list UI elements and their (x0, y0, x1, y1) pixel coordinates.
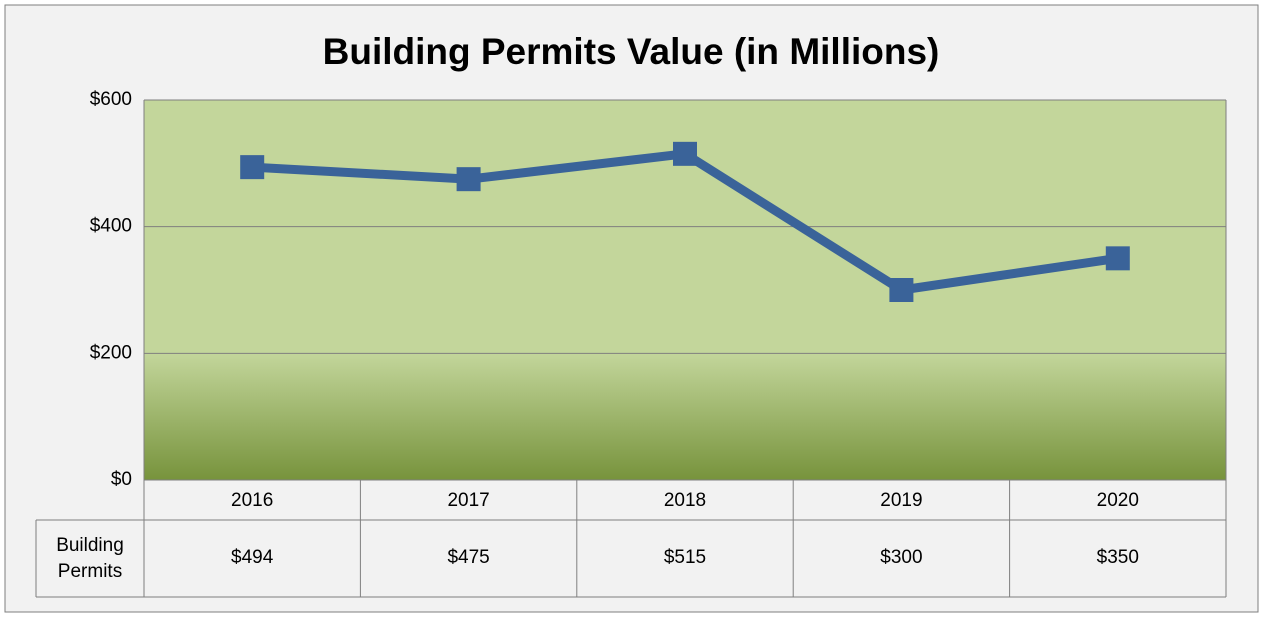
data-table-value: $475 (447, 547, 489, 568)
data-table-value: $515 (664, 547, 706, 568)
x-tick-label: 2020 (1097, 490, 1139, 511)
marker (240, 155, 265, 180)
chart-title: Building Permits Value (in Millions) (323, 31, 940, 72)
marker (1105, 246, 1130, 271)
x-tick-label: 2018 (664, 490, 706, 511)
x-tick-label: 2019 (880, 490, 922, 511)
y-tick-label: $0 (111, 469, 132, 490)
data-table-value: $494 (231, 547, 274, 568)
data-table-value: $300 (880, 547, 922, 568)
marker (456, 167, 481, 192)
x-tick-label: 2016 (231, 490, 273, 511)
marker (673, 141, 697, 166)
plot-area-lower (144, 353, 1226, 480)
y-tick-label: $200 (90, 342, 132, 363)
y-tick-label: $600 (90, 89, 132, 110)
x-tick-label: 2017 (447, 490, 489, 511)
data-table-value: $350 (1097, 547, 1139, 568)
marker (889, 278, 914, 302)
y-tick-label: $400 (90, 216, 132, 237)
data-table-series-name: Building Permits (56, 535, 124, 582)
